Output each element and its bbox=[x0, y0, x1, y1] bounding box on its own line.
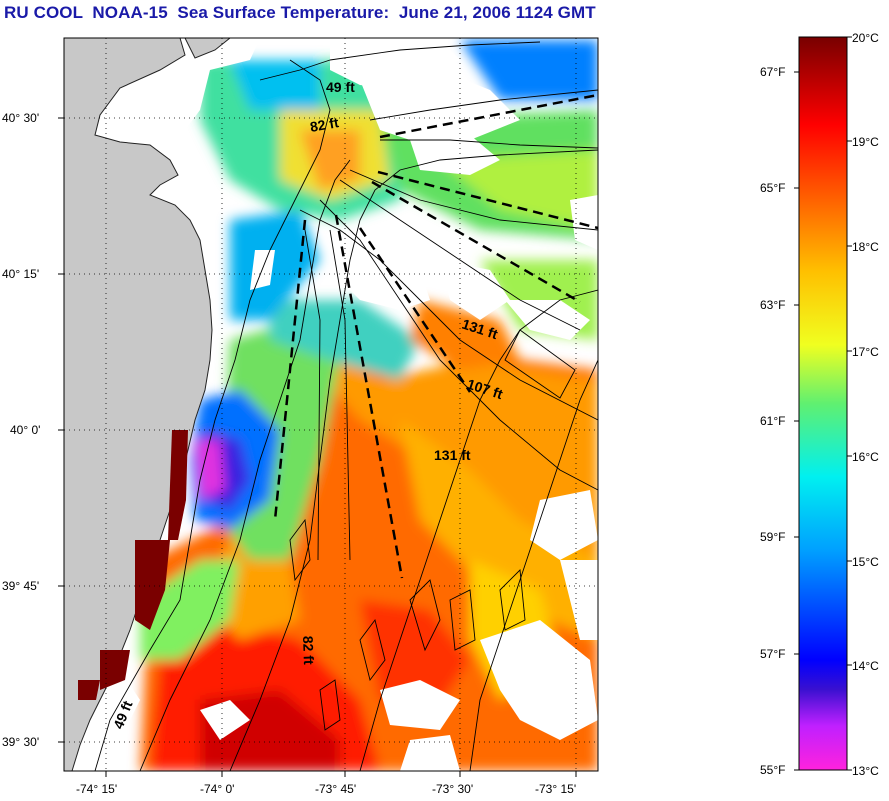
lon-label: -73° 30' bbox=[432, 782, 473, 796]
depth-label: 49 ft bbox=[326, 79, 355, 95]
colorbar: 20°C 19°C 18°C 17°C 16°C 15°C 14°C 13°C … bbox=[760, 31, 879, 778]
sst-field bbox=[140, 40, 598, 771]
fahrenheit-label: 65°F bbox=[760, 181, 785, 195]
fahrenheit-label: 59°F bbox=[760, 530, 785, 544]
celsius-label: 20°C bbox=[852, 31, 879, 45]
lon-label: -74° 0' bbox=[200, 782, 234, 796]
latitude-labels: 40° 30' 40° 15' 40° 0' 39° 45' 39° 30' bbox=[2, 111, 40, 749]
lat-label: 40° 0' bbox=[10, 423, 40, 437]
longitude-labels: -74° 15' -74° 0' -73° 45' -73° 30' -73° … bbox=[76, 782, 576, 796]
depth-label: 82 ft bbox=[300, 636, 317, 666]
celsius-label: 15°C bbox=[852, 555, 879, 569]
fahrenheit-label: 67°F bbox=[760, 65, 785, 79]
graticule bbox=[64, 38, 598, 771]
celsius-label: 18°C bbox=[852, 240, 879, 254]
map-title: RU COOL NOAA-15 Sea Surface Temperature:… bbox=[4, 3, 596, 22]
depth-label: 131 ft bbox=[434, 447, 471, 463]
lon-label: -74° 15' bbox=[76, 782, 117, 796]
dashed-transects bbox=[273, 93, 598, 579]
celsius-ticks bbox=[847, 36, 852, 771]
celsius-label: 19°C bbox=[852, 135, 879, 149]
fahrenheit-label: 61°F bbox=[760, 414, 785, 428]
long-island-land bbox=[184, 38, 231, 59]
lat-label: 40° 30' bbox=[2, 111, 39, 125]
bathymetry-contours bbox=[94, 41, 598, 771]
lat-label: 39° 45' bbox=[2, 579, 39, 593]
fahrenheit-label: 55°F bbox=[760, 763, 785, 777]
lon-label: -73° 15' bbox=[535, 782, 576, 796]
depth-label: 82 ft bbox=[309, 114, 340, 135]
lat-label: 40° 15' bbox=[2, 267, 39, 281]
bay-warm-patches bbox=[78, 430, 188, 700]
frame-ticks bbox=[58, 117, 577, 777]
lat-label: 39° 30' bbox=[2, 735, 39, 749]
map-frame bbox=[63, 37, 599, 772]
fahrenheit-label: 57°F bbox=[760, 647, 785, 661]
colorbar-gradient bbox=[798, 36, 848, 771]
celsius-label: 16°C bbox=[852, 450, 879, 464]
celsius-label: 14°C bbox=[852, 659, 879, 673]
celsius-label: 13°C bbox=[852, 764, 879, 778]
celsius-label: 17°C bbox=[852, 345, 879, 359]
fahrenheit-ticks bbox=[794, 71, 799, 771]
map-panel: 49 ft 82 ft 131 ft 107 ft 131 ft 82 ft 4… bbox=[64, 38, 598, 771]
lon-label: -73° 45' bbox=[315, 782, 356, 796]
fahrenheit-label: 63°F bbox=[760, 298, 785, 312]
